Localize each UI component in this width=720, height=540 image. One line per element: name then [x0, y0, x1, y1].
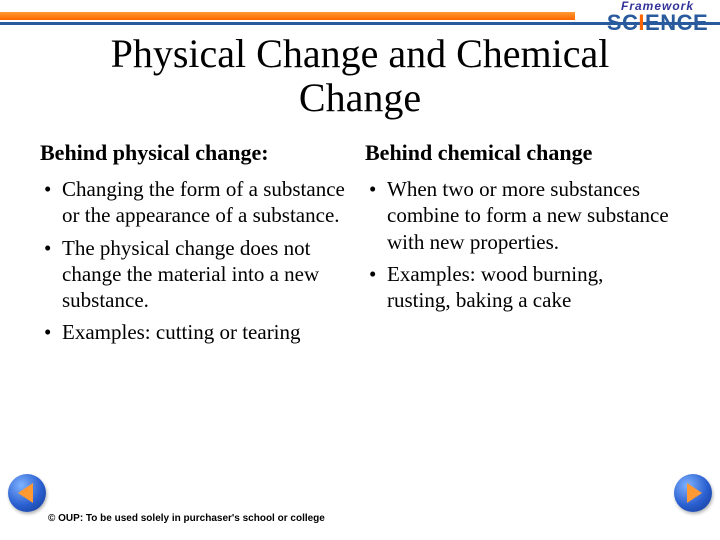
list-item: The physical change does not change the … [40, 235, 345, 314]
right-bullet-list: When two or more substances combine to f… [365, 176, 670, 313]
right-heading: Behind chemical change [365, 140, 670, 166]
right-column: Behind chemical change When two or more … [365, 140, 690, 352]
list-item: Changing the form of a substance or the … [40, 176, 345, 229]
next-slide-button[interactable] [674, 474, 712, 512]
left-column: Behind physical change: Changing the for… [40, 140, 365, 352]
header-accent-bar [0, 12, 575, 20]
content-columns: Behind physical change: Changing the for… [0, 140, 720, 352]
brand-logo: Framework SCIENCE [600, 0, 715, 34]
list-item: When two or more substances combine to f… [365, 176, 670, 255]
brand-science-text: SCIENCE [600, 12, 715, 34]
list-item: Examples: cutting or tearing [40, 319, 345, 345]
list-item: Examples: wood burning, rusting, baking … [365, 261, 670, 314]
left-bullet-list: Changing the form of a substance or the … [40, 176, 345, 346]
slide-title: Physical Change and Chemical Change [0, 32, 720, 120]
arrow-right-icon [687, 483, 702, 503]
left-heading: Behind physical change: [40, 140, 345, 166]
arrow-left-icon [18, 483, 33, 503]
prev-slide-button[interactable] [8, 474, 46, 512]
copyright-footer: © OUP: To be used solely in purchaser's … [48, 513, 325, 524]
